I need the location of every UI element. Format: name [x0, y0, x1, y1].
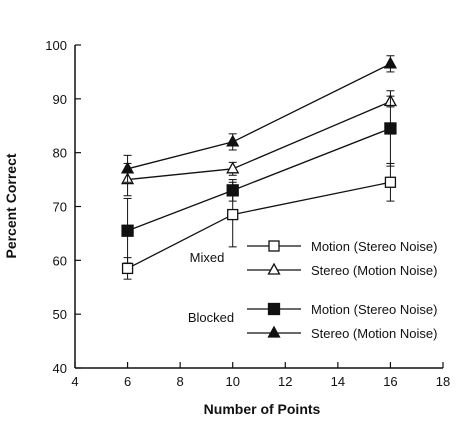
legend-group-mixed: Mixed [190, 250, 225, 265]
series-line [127, 100, 391, 181]
data-point [226, 184, 239, 197]
x-tick-label: 14 [331, 374, 345, 389]
data-point [121, 262, 134, 275]
legend-entry-1: Stereo (Motion Noise) [247, 262, 437, 278]
series-layer [120, 55, 398, 280]
data-point [384, 176, 397, 188]
x-axis-ticks: 4 6 8 10 12 14 16 18 [71, 362, 450, 389]
series-line [127, 181, 391, 269]
x-tick-label: 12 [278, 374, 292, 389]
x-axis-title: Number of Points [204, 401, 321, 417]
legend-marker [267, 325, 281, 338]
legend-label: Stereo (Motion Noise) [311, 263, 437, 278]
legend-group-blocked: Blocked [188, 310, 234, 325]
y-tick-label: 40 [53, 361, 67, 376]
y-tick-label: 80 [53, 146, 67, 161]
data-point [226, 161, 240, 174]
x-tick-label: 18 [436, 374, 450, 389]
legend-label: Motion (Stereo Noise) [311, 302, 437, 317]
x-tick-label: 8 [177, 374, 184, 389]
legend: Mixed Blocked Motion (Stereo Noise) Stere… [188, 239, 438, 341]
y-axis-ticks: 40 50 60 70 80 90 100 [45, 38, 81, 376]
y-tick-label: 50 [53, 307, 67, 322]
legend-entry-3: Stereo (Motion Noise) [247, 325, 437, 341]
series-line [127, 127, 391, 232]
series-3 [120, 55, 398, 183]
y-tick-label: 60 [53, 253, 67, 268]
legend-marker [268, 240, 280, 252]
y-tick-label: 90 [53, 92, 67, 107]
axes [74, 45, 443, 369]
legend-label: Motion (Stereo Noise) [311, 239, 437, 254]
data-point [383, 56, 398, 69]
legend-entries: Motion (Stereo Noise) Stereo (Motion Nois… [247, 239, 437, 341]
y-tick-label: 100 [45, 38, 67, 53]
data-point [226, 134, 240, 147]
legend-marker [267, 262, 281, 275]
data-point [120, 161, 135, 174]
series-line [127, 63, 391, 170]
y-axis-title: Percent Correct [3, 153, 19, 258]
data-point [384, 122, 397, 135]
y-tick-label: 70 [53, 200, 67, 215]
series-2 [121, 90, 397, 264]
series-0 [121, 162, 397, 280]
data-point [121, 224, 134, 237]
legend-entry-2: Motion (Stereo Noise) [247, 302, 437, 317]
x-tick-label: 16 [383, 374, 397, 389]
x-tick-label: 4 [71, 374, 78, 389]
x-tick-label: 6 [124, 374, 131, 389]
data-point [227, 208, 239, 221]
x-tick-label: 10 [225, 374, 239, 389]
legend-label: Stereo (Motion Noise) [311, 326, 437, 341]
legend-entry-0: Motion (Stereo Noise) [247, 239, 437, 254]
legend-marker [267, 302, 281, 316]
